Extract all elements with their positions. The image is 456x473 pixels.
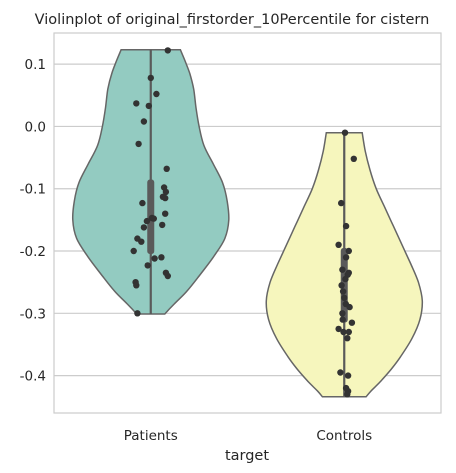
data-point [139,199,146,207]
data-point [341,129,349,136]
data-point [335,325,342,333]
data-point [130,247,137,255]
data-point [345,247,352,255]
data-point [340,328,347,336]
y-tick-label: 0.1 [25,57,46,73]
data-point [341,294,348,301]
y-tick-label: -0.3 [20,306,46,322]
violin-bodies [71,49,424,398]
y-tick-labels: 0.1 0.0 -0.1 -0.2 -0.3 -0.4 [20,57,46,384]
data-point [342,275,349,283]
x-tick-label: Patients [124,428,178,444]
data-point [162,188,170,196]
chart-title: Violinplot of original_firstorder_10Perc… [35,12,430,28]
data-point [158,254,165,261]
data-point [135,140,142,148]
data-point [339,316,346,323]
data-point [162,210,169,217]
data-point [162,194,169,202]
x-tick-label: Controls [316,428,372,444]
data-point [350,155,357,162]
data-point [143,217,151,225]
y-tick-label: -0.4 [20,369,46,385]
data-point [140,224,148,231]
data-point [159,221,166,229]
data-point [163,165,170,172]
data-point [138,238,145,245]
data-point [145,102,152,110]
data-point [348,319,356,326]
data-point [344,391,351,398]
y-tick-label: 0.0 [25,119,46,135]
data-point [342,222,350,230]
plot-frame [53,32,442,414]
data-points [130,47,357,398]
data-point [144,262,151,269]
data-point [339,288,347,295]
data-point [345,328,352,336]
y-tick-label: -0.1 [20,182,46,198]
data-point [151,255,158,262]
data-point [147,74,154,82]
data-point [164,272,171,280]
data-point [335,241,342,248]
data-point [342,254,350,261]
data-point [346,303,353,311]
data-point [133,282,140,289]
data-point [344,372,352,379]
y-tick-label: -0.2 [20,244,46,260]
data-point [153,90,160,98]
data-point [134,310,141,317]
data-point [140,118,148,125]
data-point [344,335,351,342]
data-point [339,310,346,317]
data-point [150,215,157,222]
data-point [337,369,344,376]
x-tick-labels: Patients Controls [124,428,372,444]
data-point [164,47,171,54]
data-point [133,100,140,107]
data-point [338,282,345,289]
data-point [338,199,345,207]
data-point [339,266,346,273]
x-axis-label: target [225,448,269,464]
